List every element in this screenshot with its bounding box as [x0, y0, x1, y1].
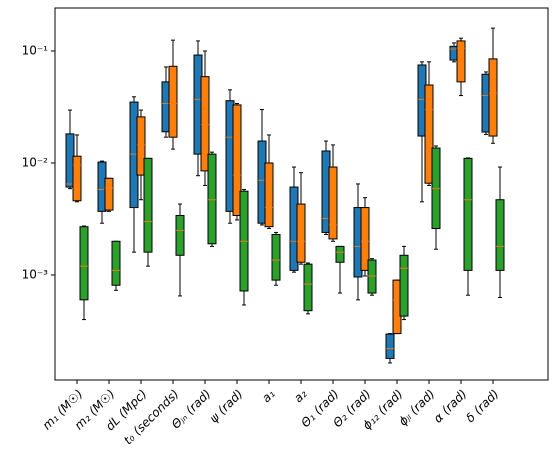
- box: [143, 157, 153, 253]
- box: [488, 58, 498, 137]
- box: [232, 104, 242, 216]
- box: [360, 207, 370, 271]
- box: [72, 155, 82, 202]
- x-tick-label: a₂: [291, 387, 310, 406]
- x-tick-label: a₁: [259, 387, 278, 406]
- box: [399, 254, 409, 317]
- box: [463, 157, 473, 271]
- box: [111, 240, 121, 286]
- box: [104, 177, 114, 211]
- box: [296, 203, 306, 263]
- x-tick-label: ϕⱼₗ (rad): [396, 387, 438, 429]
- y-tick-label: 10⁻²: [22, 155, 49, 169]
- y-tick-label: 10⁻¹: [22, 43, 49, 57]
- y-tick-label: 10⁻³: [22, 268, 49, 282]
- box: [456, 40, 466, 83]
- box: [168, 65, 178, 138]
- x-tick-label: ψ (rad): [207, 387, 246, 426]
- box: [385, 333, 395, 359]
- box: [335, 245, 345, 263]
- box: [328, 166, 338, 240]
- box: [264, 162, 274, 228]
- box: [175, 214, 185, 256]
- box: [271, 233, 281, 281]
- box: [207, 153, 217, 245]
- box: [200, 76, 210, 172]
- box: [303, 263, 313, 312]
- box: [495, 199, 505, 271]
- box: [367, 259, 377, 294]
- box: [424, 84, 434, 184]
- box: [79, 226, 89, 301]
- x-tick-label: δ (rad): [463, 387, 501, 425]
- box: [136, 116, 146, 176]
- x-tick-label: α (rad): [431, 387, 470, 426]
